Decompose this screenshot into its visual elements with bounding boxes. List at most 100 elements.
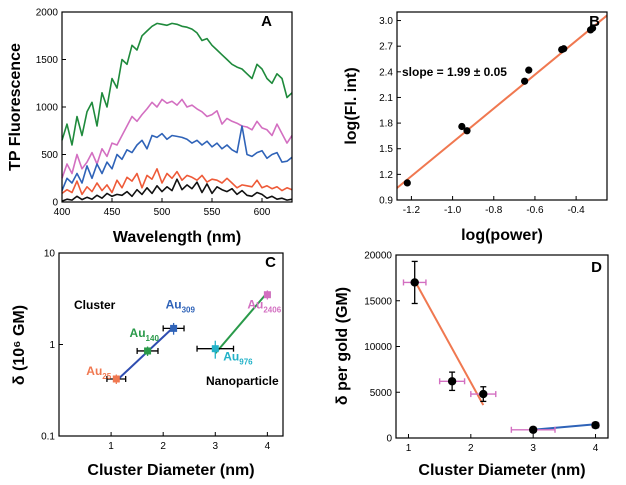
panel-c-ylabel: δ (10⁶ GM) (11, 305, 28, 385)
panel-c-xtick-label: 2 (160, 441, 166, 452)
panel-b-ylabel: log(Fl. int) (343, 67, 360, 144)
panel-b-ytick-label: 0.9 (379, 196, 393, 207)
panel-b-frame (396, 11, 608, 201)
panel-a-ytick-label: 500 (41, 150, 58, 161)
panel-a-xtick-label: 500 (154, 207, 171, 218)
panel-d-xtick-label: 4 (593, 443, 599, 454)
panel-c-data-point (112, 375, 120, 383)
panel-a-xtick-label: 550 (204, 207, 221, 218)
panel-d-ticks: 1 2 3 4 0 5000 10000 15000 20000 (364, 251, 599, 455)
panel-d-ylabel: δ per gold (GM) (334, 287, 351, 405)
panel-b-data-point (588, 24, 597, 32)
panel-a-xtick-label: 600 (254, 207, 271, 218)
panel-d-xtick-label: 1 (406, 443, 412, 454)
panel-b-ytick-label: 2.1 (379, 93, 393, 104)
panel-b-slope-annotation: slope = 1.99 ± 0.05 (402, 65, 507, 79)
panel-a-ytick-label: 1000 (36, 103, 59, 114)
panel-c-points-group: Au25 Au140 Au309 Au976 Au2406 (86, 290, 282, 385)
panel-a-letter: A (261, 13, 272, 30)
panel-d-data-point (528, 425, 538, 434)
panel-b-points-group (403, 24, 597, 187)
panel-c-ytick-label: 0.1 (41, 432, 55, 443)
panel-b-ytick-label: 2.7 (379, 42, 393, 53)
panel-c-frame (58, 252, 284, 437)
panel-d-ytick-label: 20000 (364, 251, 392, 262)
panel-b-letter: B (589, 13, 600, 30)
panel-a-series-line-2 (61, 125, 293, 191)
panel-b-data-point (521, 77, 529, 85)
panel-c-nanoparticle-label: Nanoparticle (206, 374, 279, 388)
panel-c-point-label: Au2406 (247, 298, 281, 315)
panel-a-ticks: 400 450 500 550 600 0 500 1000 1500 2000 (36, 8, 271, 219)
panel-a-xlabel: Wavelength (nm) (113, 229, 241, 246)
panel-a: 400 450 500 550 600 0 500 1000 1500 2000 A Wavele… (7, 8, 293, 246)
panel-c-data-point (263, 291, 271, 299)
panel-d-fit-line-0 (413, 280, 485, 406)
panel-b-fit-group (396, 14, 608, 189)
panel-d-ytick-label: 5000 (370, 388, 393, 399)
panel-d-data-point (479, 389, 488, 399)
panel-d: 1 2 3 4 0 5000 10000 15000 20000 D Cluster Diame… (334, 251, 609, 479)
panel-d-data-point (447, 377, 457, 386)
panel-a-series-line-1 (61, 98, 293, 179)
panel-d-xlabel: Cluster Diameter (nm) (418, 462, 585, 479)
panel-b-data-point (560, 45, 568, 53)
panel-a-ytick-label: 0 (52, 198, 58, 209)
panel-d-fit-group (413, 280, 596, 431)
panel-a-frame (61, 11, 293, 203)
panel-d-xtick-label: 3 (530, 443, 536, 454)
panel-c-xtick-label: 1 (108, 441, 114, 452)
panel-c-ticks: 1 2 3 4 0.1 1 10 (41, 249, 270, 453)
panel-b-ytick-label: 3.0 (379, 16, 393, 27)
panel-b-ytick-label: 2.4 (379, 67, 393, 78)
panel-a-ytick-label: 2000 (36, 8, 59, 19)
panel-b-xlabel: log(power) (461, 227, 543, 244)
panel-a-xtick-label: 450 (104, 207, 121, 218)
panel-c-point-label: Au976 (223, 350, 253, 367)
panel-b-xtick-label: -0.6 (526, 205, 544, 216)
panel-c-xlabel: Cluster Diameter (nm) (87, 462, 254, 479)
panel-c-xtick-label: 3 (212, 441, 218, 452)
panel-d-data-point (591, 420, 600, 430)
panel-b-xtick-label: -1.0 (444, 205, 462, 216)
panel-d-xtick-label: 2 (468, 443, 474, 454)
panel-a-series-line-0 (61, 22, 293, 146)
panel-c: Au25 Au140 Au309 Au976 Au2406 1 2 3 4 0.1 1 10 C C… (11, 249, 284, 479)
panel-c-data-point (170, 324, 178, 332)
panel-d-ytick-label: 15000 (364, 296, 392, 307)
panel-b-xtick-label: -0.4 (568, 205, 586, 216)
panel-b-ytick-label: 1.5 (379, 144, 393, 155)
panel-b-ticks: -1.2 -1.0 -0.8 -0.6 -0.4 0.9 1.2 1.5 1.8 2.1 2.4 2.… (379, 16, 585, 216)
panel-b-data-point (463, 127, 471, 135)
panel-a-series-line-3 (61, 168, 293, 196)
panel-b-data-point (525, 66, 533, 74)
panel-c-cluster-label: Cluster (74, 298, 116, 312)
panel-b-data-point (403, 179, 411, 187)
panel-b-fit-line (396, 14, 608, 189)
panel-a-ylabel: TP Fluorescence (7, 43, 24, 171)
panel-b-data-point (458, 122, 466, 131)
panel-c-letter: C (265, 254, 276, 271)
panel-d-points-group (402, 260, 600, 434)
panel-b-ytick-label: 1.2 (379, 170, 393, 181)
panel-c-data-point (144, 347, 152, 355)
panel-c-point-label: Au140 (130, 326, 160, 343)
panel-d-data-point (410, 278, 419, 287)
panel-a-series-line-4 (61, 178, 293, 202)
panel-c-ytick-label: 1 (49, 340, 55, 351)
panel-d-fit-line-1 (533, 423, 596, 431)
panel-d-ytick-label: 10000 (364, 342, 392, 353)
panel-c-fit-line-1 (214, 291, 269, 355)
panel-b: -1.2 -1.0 -0.8 -0.6 -0.4 0.9 1.2 1.5 1.8 2.1 2.4 2.… (343, 11, 608, 244)
panel-b-xtick-label: -0.8 (485, 205, 503, 216)
panel-d-ytick-label: 0 (386, 434, 392, 445)
panel-c-point-label: Au25 (86, 364, 111, 381)
panel-b-ytick-label: 1.8 (379, 119, 393, 130)
panel-a-xtick-label: 400 (54, 207, 71, 218)
panel-d-frame (395, 254, 609, 439)
panel-a-ytick-label: 1500 (36, 55, 59, 66)
panel-a-series-group (61, 22, 293, 202)
panel-b-xtick-label: -1.2 (403, 205, 421, 216)
panel-c-point-label: Au309 (166, 297, 196, 314)
